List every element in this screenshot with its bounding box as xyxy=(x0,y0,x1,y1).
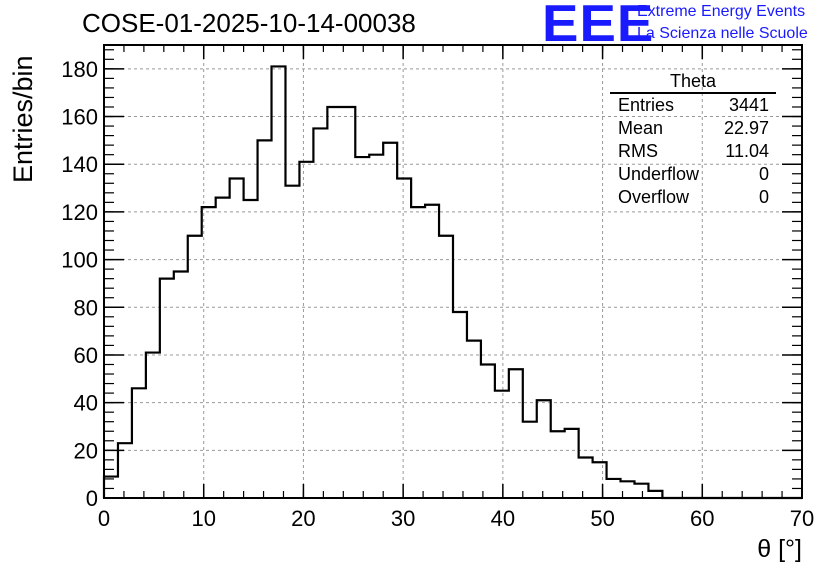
stats-row-overflow: Overflow 0 xyxy=(610,186,776,209)
histogram-bin xyxy=(118,443,132,498)
x-tick-label: 40 xyxy=(491,506,515,531)
stats-value: 11.04 xyxy=(725,141,769,161)
stats-row-entries: Entries 3441 xyxy=(610,94,776,117)
stats-value: 3441 xyxy=(728,95,769,115)
x-tick-label: 70 xyxy=(790,506,814,531)
x-tick-label: 30 xyxy=(391,506,415,531)
stats-value: 0 xyxy=(758,187,769,207)
histogram-bin xyxy=(397,179,411,498)
histogram-bin xyxy=(593,462,607,498)
histogram-bin xyxy=(299,162,313,498)
histogram-bin xyxy=(285,186,299,498)
histogram-bin xyxy=(146,353,160,498)
histogram-bin xyxy=(579,457,593,498)
axis-ticks xyxy=(103,45,803,499)
y-axis-label: Entries/bin xyxy=(8,55,38,183)
histogram-bin xyxy=(244,200,258,498)
plot-frame xyxy=(103,44,803,499)
histogram-bin xyxy=(648,491,662,498)
histogram-bin xyxy=(425,205,439,498)
histogram-bin xyxy=(453,312,467,498)
stats-label: Overflow xyxy=(618,187,690,207)
histogram-bin xyxy=(104,477,118,498)
chart-title: COSE-01-2025-10-14-00038 xyxy=(82,8,416,38)
histogram-bin xyxy=(313,128,327,498)
histogram-bin xyxy=(634,484,648,498)
x-tick-label: 60 xyxy=(690,506,714,531)
logo-line-2: La Scienza nelle Scuole xyxy=(637,25,808,42)
histogram-bin xyxy=(467,341,481,498)
y-tick-label: 20 xyxy=(74,438,98,463)
histogram-bin xyxy=(481,364,495,498)
histogram-bin xyxy=(258,140,272,498)
y-tick-label: 100 xyxy=(61,248,98,273)
y-tick-label: 40 xyxy=(74,391,98,416)
y-tick-label: 180 xyxy=(61,57,98,82)
logo-line-1: Extreme Energy Events xyxy=(637,3,806,20)
stats-row-underflow: Underflow 0 xyxy=(610,163,776,186)
histogram-bin xyxy=(272,66,286,498)
histogram-bin xyxy=(551,431,565,498)
histogram-bin xyxy=(523,422,537,498)
stats-row-mean: Mean 22.97 xyxy=(610,117,776,140)
histogram-bin xyxy=(537,400,551,498)
stats-row-rms: RMS 11.04 xyxy=(610,140,776,163)
stats-value: 22.97 xyxy=(723,118,769,138)
y-tick-label: 160 xyxy=(61,105,98,130)
histogram-bin xyxy=(174,272,188,499)
histogram-bin xyxy=(509,369,523,498)
histogram-bin xyxy=(327,107,341,498)
histogram-bin xyxy=(341,107,355,498)
x-axis-label: θ [°] xyxy=(757,535,802,563)
stats-value: 0 xyxy=(758,164,769,184)
y-tick-label: 140 xyxy=(61,152,98,177)
histogram-bin xyxy=(355,157,369,498)
histogram-bin xyxy=(188,236,202,498)
y-tick-label: 60 xyxy=(74,343,98,368)
histogram-bin xyxy=(202,207,216,498)
histogram-bin xyxy=(439,236,453,498)
y-tick-label: 0 xyxy=(86,486,98,511)
histogram-bin xyxy=(132,388,146,498)
tick-labels: 0 10 20 30 40 50 60 70 0 20 40 60 80 100 120 140 160 180 xyxy=(61,57,814,531)
histogram-bin xyxy=(216,198,230,498)
histogram-bin xyxy=(621,481,635,498)
histogram-bin xyxy=(369,155,383,498)
x-tick-label: 20 xyxy=(291,506,315,531)
x-tick-label: 10 xyxy=(191,506,215,531)
stats-box: Theta Entries 3441 Mean 22.97 RMS 11.04 … xyxy=(610,71,776,209)
histogram-bin xyxy=(160,279,174,498)
eee-logo: EEE xyxy=(542,0,655,53)
histogram-bin xyxy=(495,391,509,498)
histogram-bin xyxy=(607,479,621,498)
histogram-bin xyxy=(230,179,244,498)
x-tick-label: 50 xyxy=(590,506,614,531)
stats-label: Mean xyxy=(618,118,664,138)
stats-label: Underflow xyxy=(618,164,700,184)
histogram-bin xyxy=(383,143,397,498)
y-tick-label: 120 xyxy=(61,200,98,225)
histogram-outline xyxy=(102,65,802,500)
stats-title: Theta xyxy=(610,71,776,94)
histogram-bins xyxy=(104,66,662,498)
stats-label: Entries xyxy=(618,95,675,115)
stats-label: RMS xyxy=(618,141,658,161)
y-tick-label: 80 xyxy=(74,295,98,320)
histogram-bin xyxy=(411,207,425,498)
histogram-bin xyxy=(565,429,579,498)
x-tick-label: 0 xyxy=(98,506,110,531)
